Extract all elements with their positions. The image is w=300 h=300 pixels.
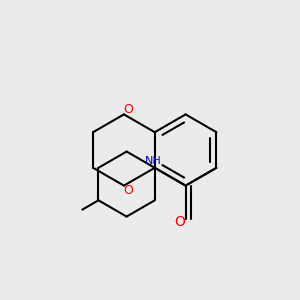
Text: O: O [124,184,134,197]
Text: O: O [175,215,185,229]
Text: O: O [124,103,134,116]
Text: NH: NH [145,156,162,166]
